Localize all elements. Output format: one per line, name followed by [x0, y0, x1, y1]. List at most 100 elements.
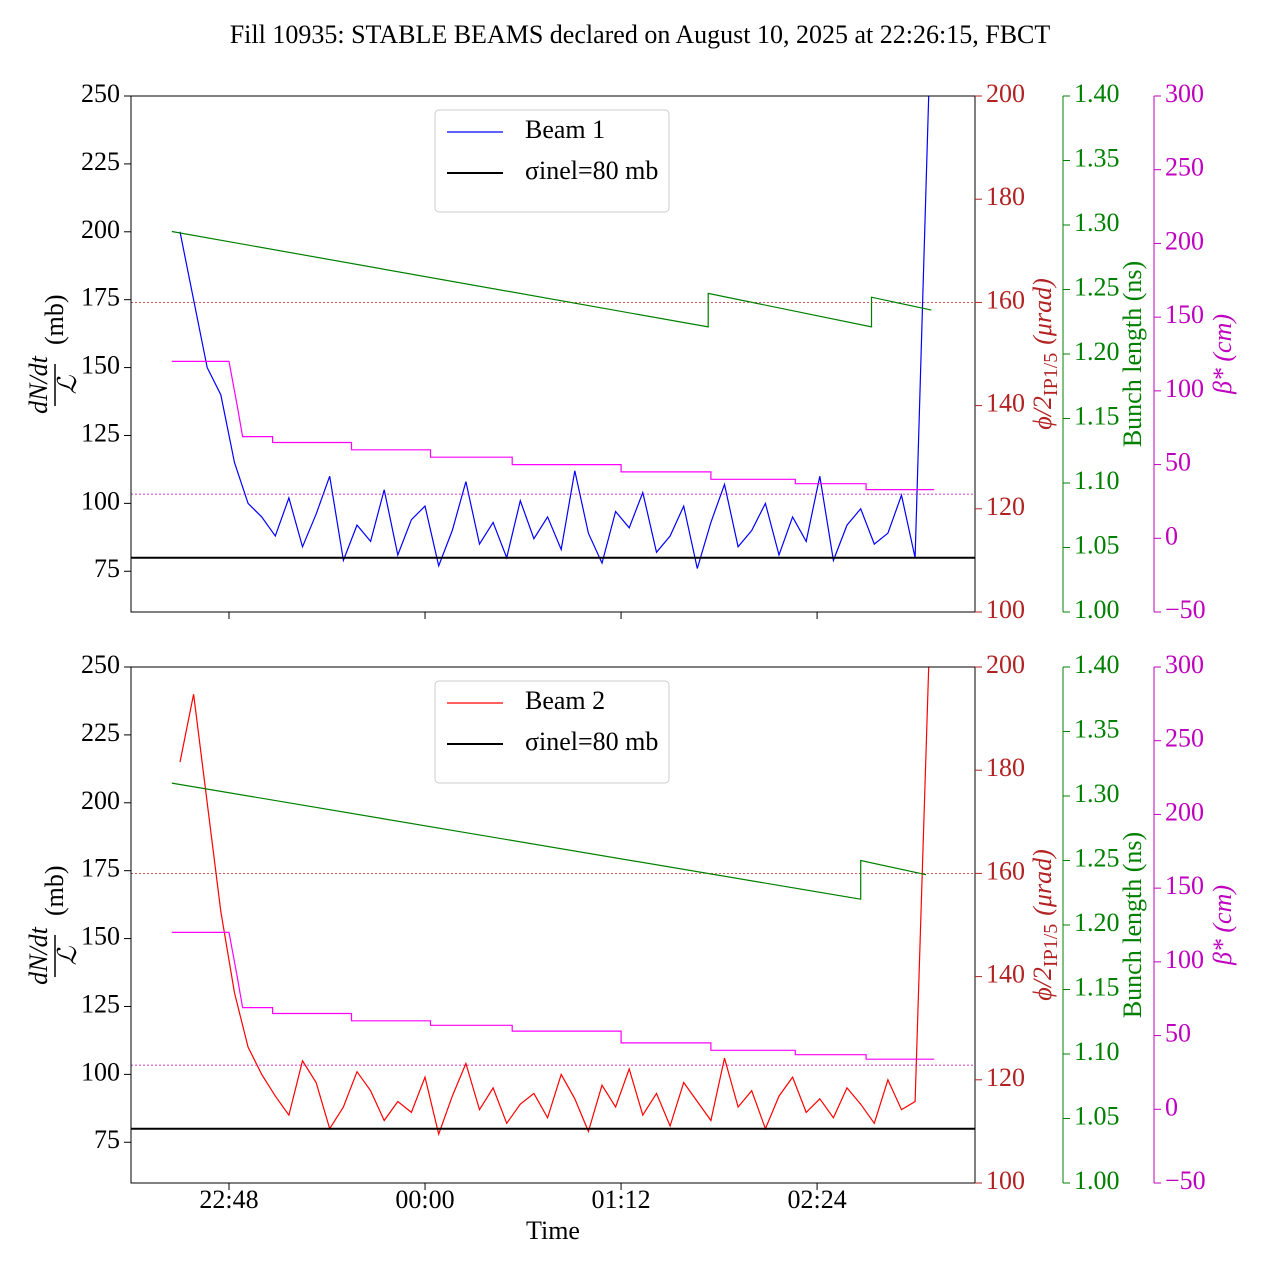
y2-tick-label: 160: [986, 856, 1025, 885]
y-tick-label: 250: [81, 79, 120, 108]
y3-axis-label: Bunch length (ns): [1118, 261, 1147, 447]
y2label-sub: IP1/5: [1040, 924, 1062, 967]
x-axis-label: Time: [526, 1216, 580, 1245]
x-tick-label: 22:48: [199, 1185, 258, 1214]
y4-tick-label: 300: [1165, 79, 1204, 108]
y2-tick-label: 180: [986, 182, 1025, 211]
y-tick-label: 200: [81, 215, 120, 244]
y-tick-label: 175: [81, 283, 120, 312]
y4-tick-label: 250: [1165, 724, 1204, 753]
series-line: [179, 667, 930, 1137]
plot-area: [131, 96, 975, 569]
y-tick-label: 75: [94, 1125, 120, 1154]
y3-tick-label: 1.35: [1074, 143, 1120, 172]
y3-tick-label: 1.30: [1074, 208, 1120, 237]
y-tick-label: 175: [81, 854, 120, 883]
y2-tick-label: 200: [986, 79, 1025, 108]
legend-label: σinel=80 mb: [525, 727, 658, 756]
y3-tick-label: 1.25: [1074, 843, 1120, 872]
chart-title: Fill 10935: STABLE BEAMS declared on Aug…: [230, 20, 1051, 49]
y-tick-label: 225: [81, 718, 120, 747]
y-tick-label: 150: [81, 351, 120, 380]
y2-tick-label: 160: [986, 285, 1025, 314]
y2label-sub: IP1/5: [1040, 353, 1062, 396]
legend-box: [434, 680, 670, 784]
y3-tick-label: 1.15: [1074, 401, 1120, 430]
y2label-main: ϕ/2: [1028, 967, 1057, 1001]
y2-axis-label: ϕ/2IP1/5 (μrad): [1028, 849, 1062, 1001]
plot-area: [131, 667, 975, 1137]
y3-tick-label: 1.40: [1074, 650, 1120, 679]
y-tick-label: 75: [94, 554, 120, 583]
y4-tick-label: 150: [1165, 300, 1204, 329]
y4-tick-label: 250: [1165, 153, 1204, 182]
y3-tick-label: 1.20: [1074, 337, 1120, 366]
y2-tick-label: 140: [986, 389, 1025, 418]
y-tick-label: 225: [81, 147, 120, 176]
legend-label: σinel=80 mb: [525, 156, 658, 185]
ylabel-unit: (mb): [40, 294, 69, 345]
y2-tick-label: 100: [986, 1166, 1025, 1195]
y2-tick-label: 100: [986, 595, 1025, 624]
y3-tick-label: 1.25: [1074, 272, 1120, 301]
legend-label: Beam 1: [525, 115, 605, 144]
y4-tick-label: 150: [1165, 871, 1204, 900]
y4-tick-label: 50: [1165, 448, 1191, 477]
y2-tick-label: 140: [986, 960, 1025, 989]
legend-label: Beam 2: [525, 686, 605, 715]
y3-tick-label: 1.00: [1074, 595, 1120, 624]
y2-tick-label: 120: [986, 492, 1025, 521]
frame: [130, 95, 976, 613]
frame: [130, 666, 976, 1184]
y2-tick-label: 200: [986, 650, 1025, 679]
y-tick-label: 100: [81, 486, 120, 515]
y3-tick-label: 1.35: [1074, 714, 1120, 743]
y3-tick-label: 1.20: [1074, 908, 1120, 937]
y-tick-label: 150: [81, 922, 120, 951]
y4-tick-label: 200: [1165, 797, 1204, 826]
y-axis-label: dN/dt ℒ (mb): [24, 865, 82, 984]
y-tick-label: 200: [81, 786, 120, 815]
ylabel-unit: (mb): [40, 865, 69, 916]
y3-axis-label: Bunch length (ns): [1118, 832, 1147, 1018]
x-tick-label: 01:12: [591, 1185, 650, 1214]
x-tick-label: 00:00: [395, 1185, 454, 1214]
y3-tick-label: 1.40: [1074, 79, 1120, 108]
ylabel-denominator: ℒ: [53, 374, 82, 394]
y4-tick-label: 0: [1165, 1092, 1178, 1121]
y3-tick-label: 1.05: [1074, 530, 1120, 559]
y3-tick-label: 1.15: [1074, 972, 1120, 1001]
y2-tick-label: 180: [986, 753, 1025, 782]
y3-tick-label: 1.05: [1074, 1101, 1120, 1130]
y4-tick-label: 50: [1165, 1019, 1191, 1048]
legend-box: [434, 109, 670, 213]
y-axis-label: dN/dt ℒ (mb): [24, 294, 82, 413]
ylabel-numerator: dN/dt: [24, 926, 53, 985]
y4-tick-label: −50: [1165, 595, 1206, 624]
series-line: [179, 96, 930, 569]
y2-axis-label: ϕ/2IP1/5 (μrad): [1028, 278, 1062, 430]
y2label-main: ϕ/2: [1028, 396, 1057, 430]
y2label-unit: (μrad): [1028, 278, 1057, 345]
series-line: [171, 360, 935, 491]
y4-tick-label: 100: [1165, 374, 1204, 403]
y-tick-label: 125: [81, 989, 120, 1018]
y4-tick-label: 0: [1165, 521, 1178, 550]
y3-tick-label: 1.30: [1074, 779, 1120, 808]
y-tick-label: 100: [81, 1057, 120, 1086]
series-line: [171, 931, 935, 1060]
ylabel-denominator: ℒ: [53, 945, 82, 965]
ylabel-numerator: dN/dt: [24, 355, 53, 414]
y2-tick-label: 120: [986, 1063, 1025, 1092]
y4-tick-label: 300: [1165, 650, 1204, 679]
y-tick-label: 125: [81, 418, 120, 447]
y2label-unit: (μrad): [1028, 849, 1057, 916]
y3-tick-label: 1.10: [1074, 1037, 1120, 1066]
y4-axis-label: β* (cm): [1208, 885, 1237, 966]
y4-tick-label: 100: [1165, 945, 1204, 974]
y3-tick-label: 1.10: [1074, 466, 1120, 495]
y4-tick-label: −50: [1165, 1166, 1206, 1195]
y-tick-label: 250: [81, 650, 120, 679]
y3-tick-label: 1.00: [1074, 1166, 1120, 1195]
